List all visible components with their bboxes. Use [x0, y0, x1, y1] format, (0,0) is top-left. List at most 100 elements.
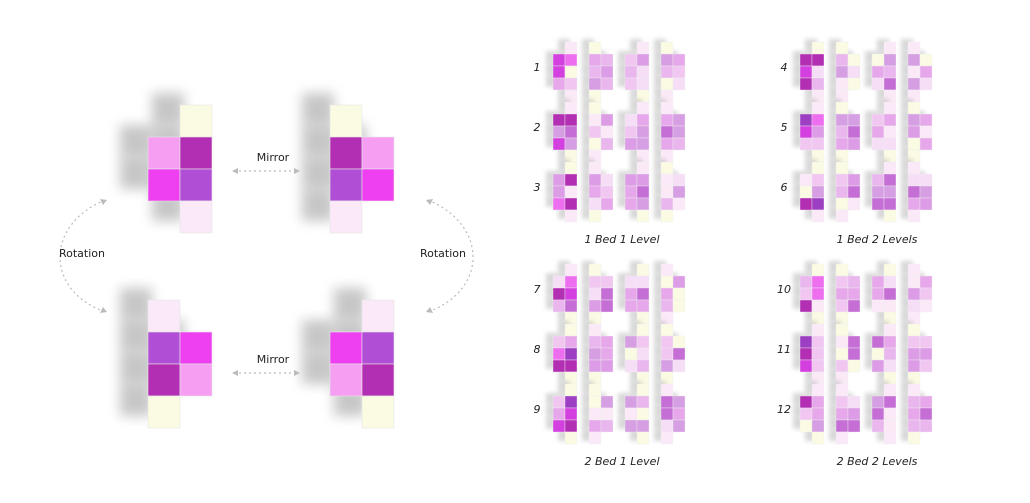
unit-variant [829, 261, 861, 325]
tile [883, 347, 897, 361]
tile [883, 173, 897, 187]
unit-variant [654, 159, 686, 223]
tile [361, 331, 395, 365]
tile [660, 359, 674, 373]
tile [660, 53, 674, 67]
tile [588, 137, 602, 151]
tile [811, 209, 825, 223]
shadow [120, 288, 152, 320]
tile [847, 347, 861, 361]
module [302, 93, 395, 234]
rotation-label: Rotation [59, 247, 105, 260]
tile [564, 77, 578, 91]
tile [552, 137, 566, 151]
tile [835, 383, 849, 397]
tile [871, 335, 885, 349]
unit-variant [901, 381, 933, 445]
tile [907, 335, 921, 349]
unit-variant [654, 381, 686, 445]
tile [883, 53, 897, 67]
tile [564, 347, 578, 361]
tile [636, 335, 650, 349]
tile [588, 407, 602, 421]
tile [835, 65, 849, 79]
tile [871, 287, 885, 301]
tile [799, 197, 813, 211]
tile [811, 431, 825, 445]
tile [624, 77, 638, 91]
tile [799, 137, 813, 151]
tile [835, 335, 849, 349]
tile [588, 335, 602, 349]
tile [907, 395, 921, 409]
tile [871, 407, 885, 421]
tile [636, 347, 650, 361]
tile [624, 347, 638, 361]
tile [811, 407, 825, 421]
tile [811, 359, 825, 373]
tile [871, 137, 885, 151]
tile [799, 335, 813, 349]
tile [871, 299, 885, 313]
unit-variant [901, 99, 933, 163]
tile [660, 395, 674, 409]
tile [636, 263, 650, 277]
tile [835, 323, 849, 337]
tile [907, 77, 921, 91]
tile [564, 209, 578, 223]
tile [883, 407, 897, 421]
unit-variant [865, 39, 897, 103]
tile [564, 359, 578, 373]
tile [624, 53, 638, 67]
tile [600, 335, 614, 349]
tile [811, 77, 825, 91]
tile [588, 53, 602, 67]
tile [636, 419, 650, 433]
tile [871, 275, 885, 289]
tile [636, 185, 650, 199]
tile [329, 168, 363, 202]
tile [147, 395, 181, 429]
unit-number: 12 [777, 403, 791, 416]
tile [564, 275, 578, 289]
tile [811, 299, 825, 313]
tile [636, 41, 650, 55]
tile [847, 137, 861, 151]
tile [588, 185, 602, 199]
tile [552, 395, 566, 409]
unit-variant [546, 99, 578, 163]
tile [624, 359, 638, 373]
tile [883, 113, 897, 127]
tile [552, 65, 566, 79]
tile [799, 185, 813, 199]
tile [835, 137, 849, 151]
tile [847, 419, 861, 433]
tile [835, 263, 849, 277]
tile [588, 41, 602, 55]
tile [564, 395, 578, 409]
tile [179, 168, 213, 202]
tile [564, 431, 578, 445]
tile [564, 287, 578, 301]
tile [672, 407, 686, 421]
tile [847, 395, 861, 409]
tile [624, 419, 638, 433]
tile [907, 383, 921, 397]
unit-variant [793, 381, 825, 445]
tile [907, 173, 921, 187]
tile [329, 331, 363, 365]
tile [672, 53, 686, 67]
unit-variant [654, 321, 686, 385]
tile [636, 395, 650, 409]
mirror-label: Mirror [257, 151, 290, 164]
tile [660, 275, 674, 289]
unit-variant [582, 39, 614, 103]
tile [147, 331, 181, 365]
unit-variant [582, 99, 614, 163]
tile [147, 363, 181, 397]
tile [552, 173, 566, 187]
tile [564, 323, 578, 337]
tile [588, 299, 602, 313]
tile [919, 53, 933, 67]
tile [811, 53, 825, 67]
